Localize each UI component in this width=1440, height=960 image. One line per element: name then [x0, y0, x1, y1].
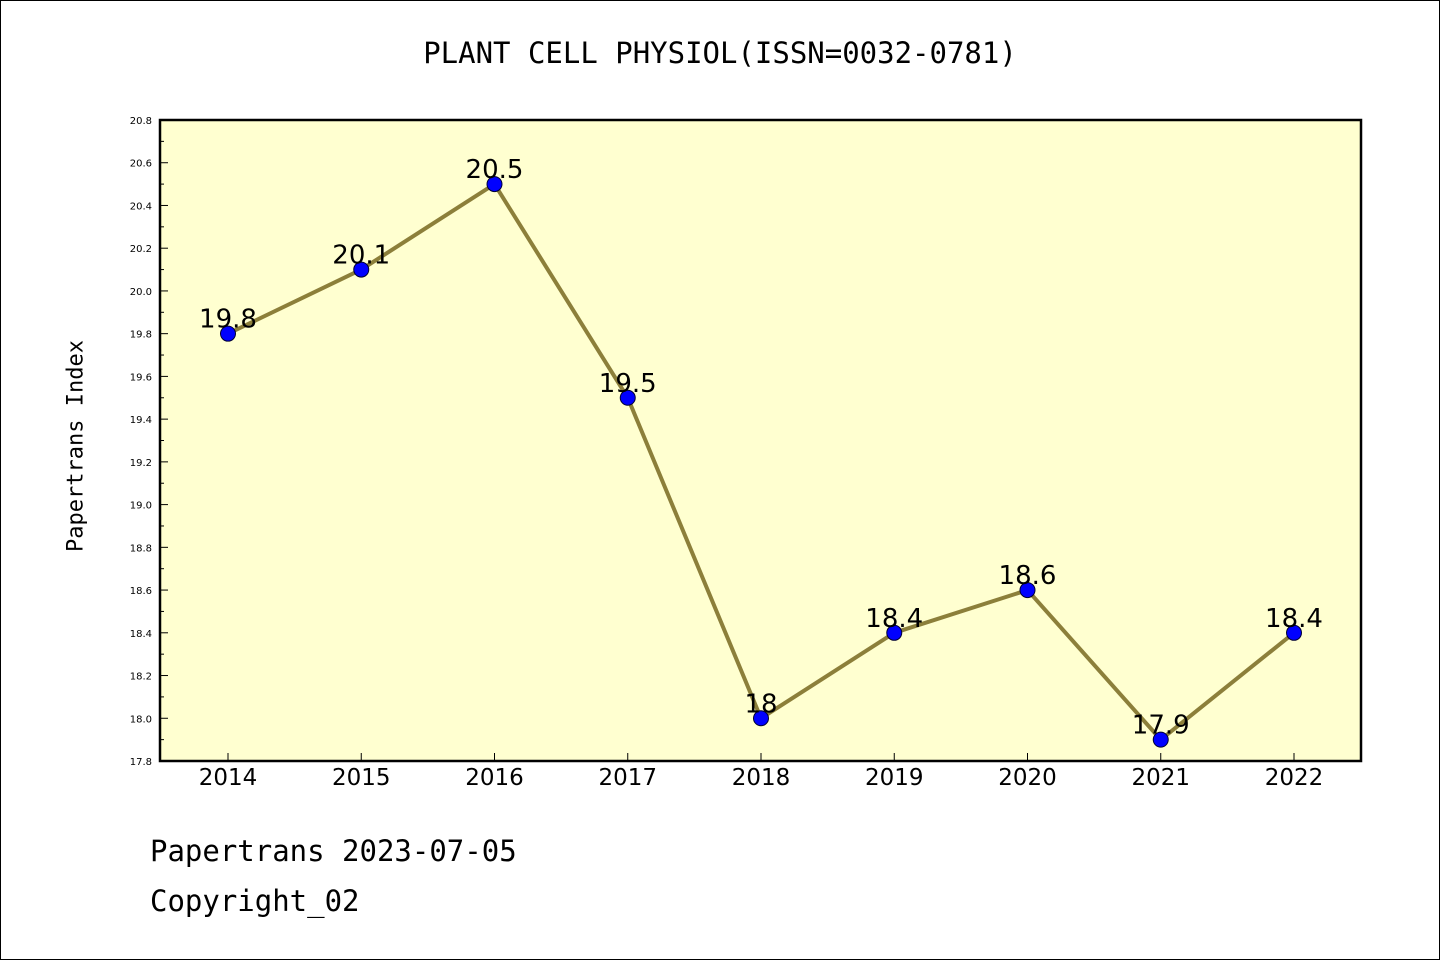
data-point — [619, 389, 636, 406]
data-label: 18.6 — [999, 561, 1057, 591]
x-tick-label: 2016 — [465, 765, 524, 791]
x-tick-label: 2017 — [598, 765, 657, 791]
data-label: 20.5 — [466, 155, 524, 185]
data-label: 18 — [744, 689, 777, 719]
x-tick-label: 2020 — [998, 765, 1057, 791]
data-label: 20.1 — [332, 241, 390, 271]
y-tick-label: 18.2 — [130, 672, 152, 683]
y-tick-label: 19.8 — [130, 330, 152, 341]
y-tick-label: 18.8 — [130, 543, 152, 554]
y-tick-label: 19.6 — [130, 372, 152, 383]
data-point — [353, 261, 370, 278]
y-tick-label: 19.2 — [130, 458, 152, 469]
data-label: 17.9 — [1132, 711, 1190, 741]
data-label: 18.4 — [1265, 604, 1323, 634]
data-point — [486, 176, 503, 193]
x-axis-ticks: 2014 2015 2016 2017 2018 2019 2020 2021 2022 — [199, 753, 1324, 791]
x-tick-label: 2015 — [332, 765, 391, 791]
data-point — [220, 325, 236, 342]
data-label: 19.8 — [199, 305, 257, 335]
y-tick-label: 19.0 — [130, 501, 152, 512]
x-tick-label: 2018 — [732, 765, 791, 791]
data-point — [886, 624, 903, 641]
y-tick-label: 20.8 — [130, 116, 152, 127]
y-tick-label: 18.0 — [130, 714, 152, 725]
series-markers — [220, 176, 1302, 748]
y-tick-label: 17.8 — [130, 757, 152, 768]
plot-border — [158, 118, 1363, 763]
plot-area — [160, 120, 1361, 761]
y-tick-label: 20.0 — [130, 287, 152, 298]
x-tick-label: 2021 — [1131, 765, 1190, 791]
data-point — [1286, 624, 1302, 641]
chart-title: PLANT CELL PHYSIOL(ISSN=0032-0781) — [423, 36, 1017, 70]
y-tick-label: 20.4 — [130, 201, 152, 212]
data-labels: 19.8 20.1 20.5 19.5 18 18.4 18.6 17.9 18.4 — [199, 155, 1323, 741]
data-label: 18.4 — [865, 604, 923, 634]
x-tick-label: 2014 — [199, 765, 258, 791]
y-tick-label: 19.4 — [130, 415, 152, 426]
footer-date: Papertrans 2023-07-05 — [150, 834, 517, 868]
y-tick-label: 20.6 — [130, 159, 152, 170]
footer-copyright: Copyright_02 — [150, 884, 360, 918]
data-point — [1152, 731, 1169, 748]
data-point — [753, 710, 769, 727]
x-tick-label: 2022 — [1265, 765, 1324, 791]
y-tick-label: 20.2 — [130, 244, 152, 255]
x-tick-label: 2019 — [865, 765, 924, 791]
data-label: 19.5 — [599, 369, 657, 399]
data-point — [1019, 582, 1036, 599]
y-tick-label: 18.6 — [130, 586, 152, 597]
y-tick-label: 18.4 — [130, 629, 152, 640]
